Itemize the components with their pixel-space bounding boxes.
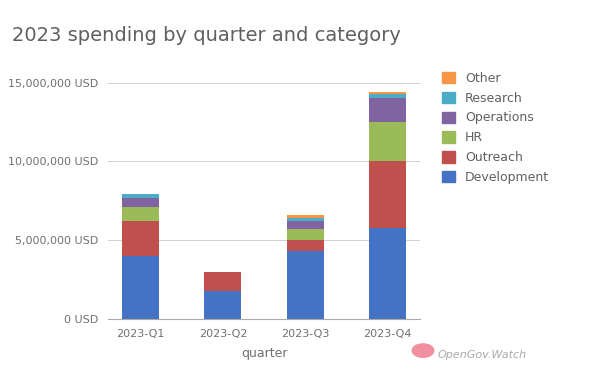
Bar — [369, 227, 406, 319]
Bar — [287, 218, 323, 221]
Bar — [122, 221, 159, 256]
Bar — [122, 194, 159, 198]
Bar — [369, 92, 406, 93]
Bar — [287, 221, 323, 229]
Legend: Other, Research, Operations, HR, Outreach, Development: Other, Research, Operations, HR, Outreac… — [439, 68, 553, 188]
Bar — [369, 98, 406, 122]
X-axis label: quarter: quarter — [241, 347, 287, 360]
Bar — [205, 291, 241, 319]
Bar — [122, 207, 159, 221]
Bar — [205, 272, 241, 291]
Bar — [369, 161, 406, 227]
Bar — [369, 122, 406, 161]
Text: OpenGov.Watch: OpenGov.Watch — [438, 350, 527, 360]
Bar — [287, 215, 323, 218]
Bar — [287, 251, 323, 319]
Text: 2023 spending by quarter and category: 2023 spending by quarter and category — [12, 26, 401, 45]
Bar — [122, 256, 159, 319]
Bar — [287, 240, 323, 251]
Bar — [122, 198, 159, 207]
Bar — [369, 93, 406, 98]
Bar — [287, 229, 323, 240]
